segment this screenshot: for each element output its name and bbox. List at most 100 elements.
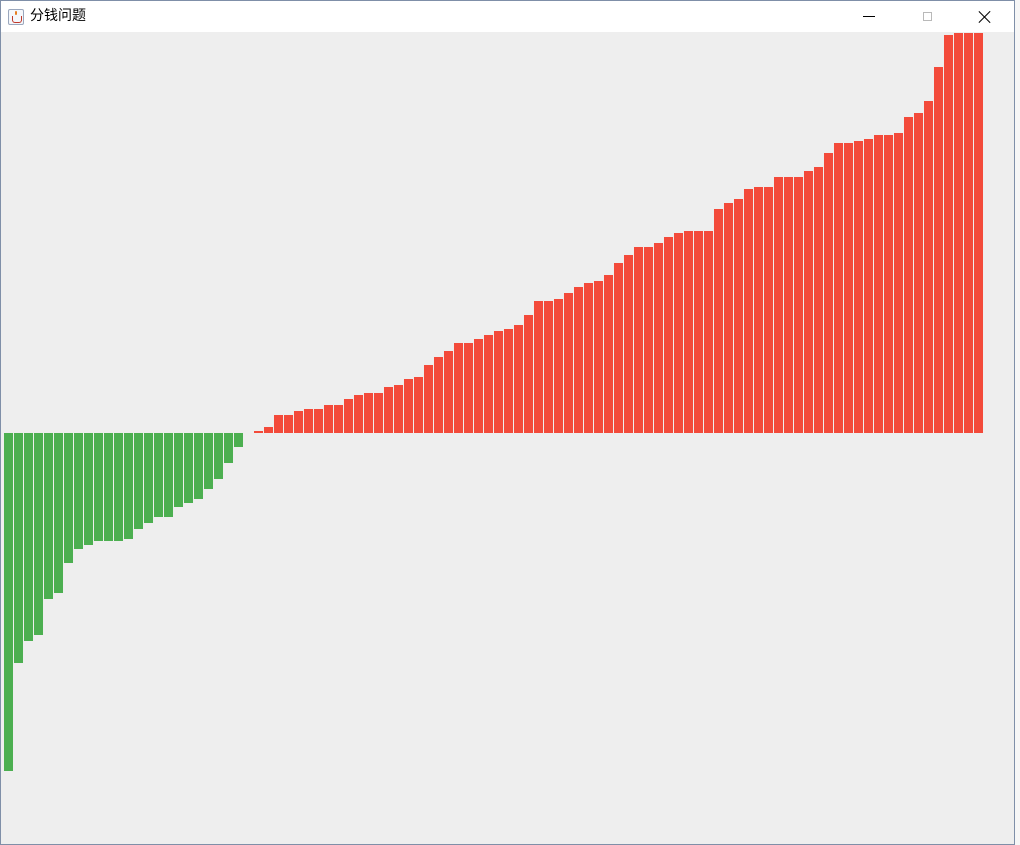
bar-9: [94, 433, 103, 541]
money-distribution-chart: [4, 33, 983, 771]
bar-82: [824, 153, 833, 433]
bar-96: [964, 33, 973, 433]
maximize-button[interactable]: [904, 1, 950, 32]
bar-85: [854, 141, 863, 433]
bar-50: [504, 329, 513, 433]
bar-81: [814, 167, 823, 433]
bar-77: [774, 177, 783, 433]
bar-68: [684, 231, 693, 433]
bar-12: [124, 433, 133, 539]
bar-36: [364, 393, 373, 433]
bar-17: [174, 433, 183, 507]
bar-91: [914, 113, 923, 433]
bar-25: [254, 431, 263, 433]
bar-55: [554, 299, 563, 433]
bar-33: [334, 405, 343, 433]
bar-38: [384, 387, 393, 433]
bar-73: [734, 199, 743, 433]
bar-42: [424, 365, 433, 433]
bar-18: [184, 433, 193, 503]
bar-20: [204, 433, 213, 489]
bar-40: [404, 379, 413, 433]
bar-27: [274, 415, 283, 433]
bar-26: [264, 427, 273, 433]
bar-51: [514, 325, 523, 433]
bar-15: [154, 433, 163, 517]
cup-body: [12, 15, 22, 23]
bar-1: [14, 433, 23, 663]
bar-64: [644, 247, 653, 433]
bar-69: [694, 231, 703, 433]
bar-29: [294, 411, 303, 433]
bar-62: [624, 255, 633, 433]
bar-94: [944, 35, 953, 433]
bar-89: [894, 133, 903, 433]
bar-86: [864, 139, 873, 433]
bar-79: [794, 177, 803, 433]
bar-66: [664, 237, 673, 433]
bar-90: [904, 117, 913, 433]
bar-39: [394, 385, 403, 433]
bar-30: [304, 409, 313, 433]
bar-28: [284, 415, 293, 433]
cup-steam: [15, 10, 17, 15]
bar-92: [924, 101, 933, 433]
bar-65: [654, 243, 663, 433]
bar-54: [544, 301, 553, 433]
bar-88: [884, 135, 893, 433]
bar-78: [784, 177, 793, 433]
bar-22: [224, 433, 233, 463]
bar-71: [714, 209, 723, 433]
title-bar[interactable]: 分钱问题: [1, 1, 1014, 32]
bar-52: [524, 315, 533, 433]
minimize-button[interactable]: [846, 1, 892, 32]
bar-87: [874, 135, 883, 433]
bar-41: [414, 377, 423, 433]
window-title: 分钱问题: [30, 8, 86, 24]
bar-16: [164, 433, 173, 517]
bar-6: [64, 433, 73, 563]
bar-84: [844, 143, 853, 433]
bar-53: [534, 301, 543, 433]
bar-32: [324, 405, 333, 433]
bar-83: [834, 143, 843, 433]
bar-61: [614, 263, 623, 433]
bar-19: [194, 433, 203, 499]
bar-5: [54, 433, 63, 593]
bar-70: [704, 231, 713, 433]
bar-80: [804, 171, 813, 433]
bar-2: [24, 433, 33, 641]
bar-75: [754, 187, 763, 433]
bar-0: [4, 433, 13, 771]
bar-74: [744, 189, 753, 433]
bar-76: [764, 187, 773, 433]
bar-58: [584, 283, 593, 433]
bar-57: [574, 287, 583, 433]
bar-45: [454, 343, 463, 433]
bar-72: [724, 203, 733, 433]
bar-97: [974, 33, 983, 433]
bar-48: [484, 335, 493, 433]
close-button[interactable]: [962, 1, 1008, 32]
bar-35: [354, 395, 363, 433]
bar-93: [934, 67, 943, 433]
bar-14: [144, 433, 153, 523]
bar-56: [564, 293, 573, 433]
bar-59: [594, 281, 603, 433]
bar-46: [464, 343, 473, 433]
bar-67: [674, 233, 683, 433]
bar-4: [44, 433, 53, 599]
bar-13: [134, 433, 143, 529]
java-cup-icon[interactable]: [8, 8, 24, 25]
bar-8: [84, 433, 93, 545]
bar-95: [954, 33, 963, 433]
bar-44: [444, 351, 453, 433]
maximize-icon: [922, 12, 932, 21]
bar-31: [314, 409, 323, 433]
minimize-icon: [863, 16, 875, 17]
bar-63: [634, 247, 643, 433]
close-icon: [978, 10, 992, 24]
bar-49: [494, 331, 503, 433]
bar-43: [434, 357, 443, 433]
